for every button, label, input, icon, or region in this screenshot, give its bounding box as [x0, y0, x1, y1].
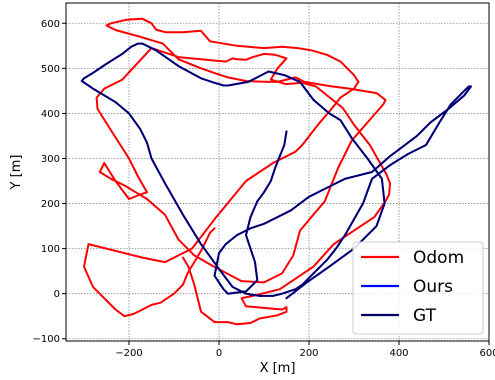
y-tick-label: 200	[41, 199, 60, 210]
y-tick-label: 300	[41, 154, 60, 165]
series-lines	[80, 17, 472, 326]
y-tick-label: −100	[33, 334, 60, 345]
legend-label-ours: Ours	[413, 277, 453, 297]
series-line-odom	[83, 17, 391, 326]
legend-label-odom: Odom	[413, 248, 464, 268]
y-tick-label: 400	[41, 109, 60, 120]
series-line-gt	[80, 42, 472, 300]
axis-ticks: −200 0 200 400 600 −100 0 100 200 300 400 500 600	[33, 19, 495, 359]
legend: Odom Ours GT	[352, 241, 484, 335]
y-tick-label: 500	[41, 64, 60, 75]
x-tick-label: 400	[389, 348, 408, 359]
plot-frame	[65, 2, 490, 342]
x-tick-label: 0	[216, 348, 222, 359]
legend-box	[352, 241, 484, 335]
x-axis-label: X [m]	[260, 361, 296, 376]
y-tick-label: 100	[41, 244, 60, 255]
legend-label-gt: GT	[413, 306, 437, 326]
x-tick-label: −200	[115, 348, 142, 359]
y-axis-label: Y [m]	[9, 155, 24, 191]
x-tick-label: 600	[479, 348, 495, 359]
y-tick-label: 0	[54, 289, 60, 300]
y-tick-label: 600	[41, 19, 60, 30]
x-tick-label: 200	[299, 348, 318, 359]
grid-lines	[66, 3, 489, 341]
